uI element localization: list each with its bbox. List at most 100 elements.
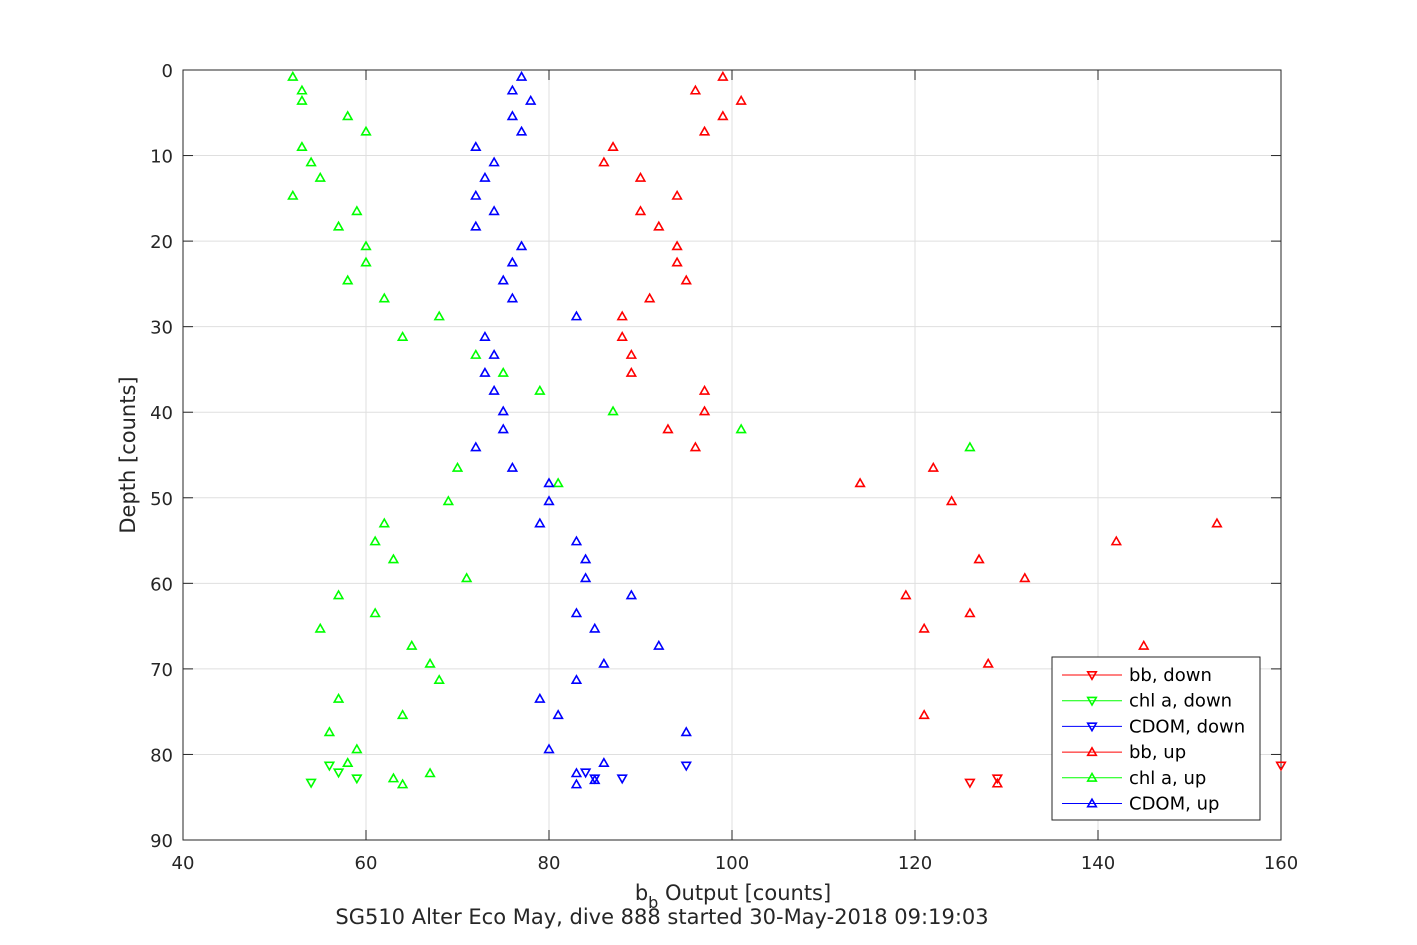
data-point-chl-a-up: [406, 639, 418, 650]
data-point-chl-a-up: [424, 657, 436, 668]
data-point-cdom-up: [488, 205, 500, 216]
data-points: [287, 70, 1287, 789]
data-point-bb-up: [598, 156, 610, 167]
legend-label: bb, down: [1129, 665, 1212, 686]
data-point-bb-up: [634, 171, 647, 182]
y-tick-label: 60: [150, 574, 173, 595]
data-point-chl-a-up: [296, 94, 308, 105]
y-axis-label: Depth [counts]: [116, 376, 140, 533]
data-point-chl-a-down: [323, 761, 336, 772]
data-point-bb-up: [1110, 535, 1122, 546]
data-point-bb-up: [973, 553, 985, 564]
legend-swatch-marker: [1086, 722, 1098, 733]
data-point-cdom-up: [570, 310, 583, 321]
data-point-bb-up: [616, 331, 628, 341]
legend-label: chl a, down: [1129, 691, 1232, 712]
data-point-bb-up: [662, 423, 674, 434]
legend-label: chl a, up: [1129, 768, 1206, 789]
data-point-chl-a-up: [396, 709, 409, 720]
data-point-cdom-up: [479, 331, 491, 341]
data-point-chl-a-up: [296, 84, 308, 95]
data-point-cdom-up: [570, 778, 583, 789]
data-point-cdom-up: [470, 441, 482, 452]
data-point-cdom-down: [579, 768, 592, 779]
data-point-chl-a-up: [378, 517, 390, 528]
data-point-cdom-up: [534, 692, 546, 703]
data-point-cdom-up: [515, 125, 528, 136]
data-point-cdom-up: [552, 709, 564, 720]
data-point-cdom-up: [470, 141, 482, 152]
data-point-bb-up: [735, 94, 747, 105]
legend-swatch-marker: [1086, 746, 1098, 757]
data-point-cdom-down: [680, 761, 692, 772]
data-point-bb-up: [671, 240, 683, 251]
data-point-cdom-up: [589, 622, 601, 633]
x-axis-label: bb Output [counts]: [635, 881, 831, 912]
data-point-cdom-up: [515, 240, 528, 251]
x-tick-label: 160: [1264, 853, 1298, 874]
data-point-chl-a-up: [314, 171, 326, 182]
data-point-bb-up: [927, 461, 939, 472]
data-point-cdom-up: [506, 292, 519, 303]
data-point-cdom-up: [506, 256, 519, 267]
data-point-cdom-up: [488, 348, 500, 359]
y-tick-label: 0: [162, 61, 173, 82]
data-point-cdom-up: [506, 461, 519, 472]
legend-swatch-marker: [1086, 696, 1098, 707]
data-point-chl-a-up: [497, 366, 509, 377]
data-point-bb-up: [717, 70, 729, 81]
y-tick-label: 10: [150, 147, 173, 168]
data-point-cdom-up: [570, 674, 583, 685]
data-point-chl-a-up: [442, 495, 455, 506]
legend-label: CDOM, down: [1129, 716, 1245, 737]
data-point-chl-a-up: [360, 240, 372, 251]
data-point-chl-a-up: [534, 384, 546, 395]
data-point-chl-a-up: [552, 477, 564, 488]
data-point-bb-up: [625, 348, 638, 359]
data-point-chl-a-up: [342, 757, 354, 768]
y-tick-label: 70: [150, 660, 173, 681]
x-tick-label: 100: [715, 853, 749, 874]
data-point-cdom-up: [589, 774, 601, 785]
legend: bb, down chl a, down CDOM, down bb, up chl a…: [1051, 656, 1261, 821]
y-tick-label: 50: [150, 489, 173, 510]
data-point-bb-up: [643, 292, 656, 303]
data-point-chl-a-up: [332, 589, 345, 600]
data-point-chl-a-up: [287, 189, 299, 200]
x-tick-label: 60: [355, 853, 378, 874]
data-point-chl-a-up: [360, 125, 372, 136]
data-point-chl-a-up: [433, 310, 445, 321]
x-tick-label: 140: [1081, 853, 1115, 874]
data-point-bb-down: [1275, 761, 1287, 772]
data-point-bb-up: [698, 405, 711, 416]
data-point-bb-up: [671, 189, 683, 200]
data-point-chl-a-up: [342, 110, 354, 121]
legend-swatch-marker: [1086, 771, 1098, 782]
data-point-cdom-up: [497, 405, 509, 416]
data-point-bb-up: [698, 384, 711, 395]
data-point-cdom-up: [543, 477, 555, 488]
data-point-bb-down: [991, 774, 1004, 785]
data-point-bb-up: [607, 141, 619, 152]
data-point-cdom-up: [680, 726, 692, 737]
data-point-chl-a-up: [607, 405, 619, 416]
data-point-cdom-up: [598, 657, 610, 668]
data-point-chl-a-down: [305, 778, 317, 789]
y-tick-label: 30: [150, 318, 173, 339]
data-point-cdom-up: [497, 274, 509, 285]
data-point-chl-a-up: [396, 331, 409, 341]
data-point-cdom-up: [515, 70, 528, 81]
data-point-chl-a-up: [342, 274, 354, 285]
legend-swatch-marker: [1086, 670, 1098, 681]
data-point-cdom-down: [616, 774, 628, 785]
data-point-chl-a-up: [369, 535, 381, 546]
data-point-bb-up: [671, 256, 683, 267]
data-point-chl-a-up: [351, 205, 363, 216]
data-point-chl-a-up: [332, 220, 345, 231]
x-axis-label-rest: Output [counts]: [658, 881, 831, 905]
legend-entries: bb, down chl a, down CDOM, down bb, up chl a…: [1062, 665, 1245, 815]
data-point-bb-up: [717, 110, 729, 121]
y-tick-label: 20: [150, 232, 173, 253]
x-tick-label: 120: [898, 853, 932, 874]
